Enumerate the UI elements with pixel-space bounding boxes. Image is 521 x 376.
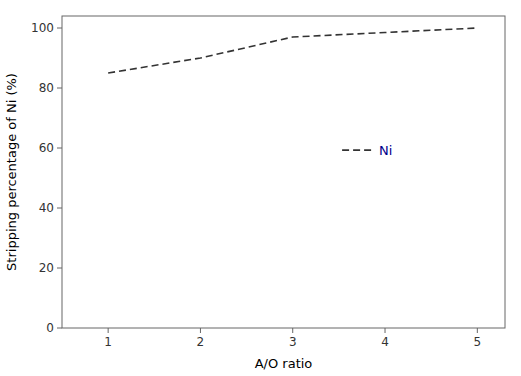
- x-tick: [477, 328, 478, 333]
- legend: Ni: [342, 143, 392, 158]
- y-tick: [57, 268, 62, 269]
- plot-frame: [62, 16, 505, 328]
- y-tick-label: 80: [39, 81, 54, 95]
- y-tick: [57, 208, 62, 209]
- y-tick: [57, 88, 62, 89]
- series-line: [108, 28, 477, 73]
- plot-data: [108, 28, 477, 73]
- x-tick: [385, 328, 386, 333]
- chart: 1 2 3 4 5 0 20 40 60 80 100 A/O ratio Stripping perc…: [0, 0, 521, 376]
- y-tick-label: 0: [46, 321, 54, 335]
- x-tick-label: 1: [104, 335, 112, 349]
- y-tick-label: 100: [31, 21, 54, 35]
- x-tick-label: 4: [381, 335, 389, 349]
- axes: 1 2 3 4 5 0 20 40 60 80 100: [31, 21, 481, 349]
- y-tick-label: 20: [39, 261, 54, 275]
- x-tick: [200, 328, 201, 333]
- y-tick-label: 60: [39, 141, 54, 155]
- legend-label: Ni: [379, 143, 392, 158]
- x-tick-label: 5: [473, 335, 481, 349]
- x-tick: [108, 328, 109, 333]
- x-tick-label: 3: [289, 335, 297, 349]
- x-tick-label: 2: [197, 335, 205, 349]
- y-tick: [57, 148, 62, 149]
- legend-swatch: [342, 149, 372, 151]
- y-tick: [57, 328, 62, 329]
- x-tick: [292, 328, 293, 333]
- y-axis-label: Stripping percentage of Ni (%): [4, 73, 19, 271]
- y-tick: [57, 28, 62, 29]
- x-axis-label: A/O ratio: [255, 356, 313, 371]
- y-tick-label: 40: [39, 201, 54, 215]
